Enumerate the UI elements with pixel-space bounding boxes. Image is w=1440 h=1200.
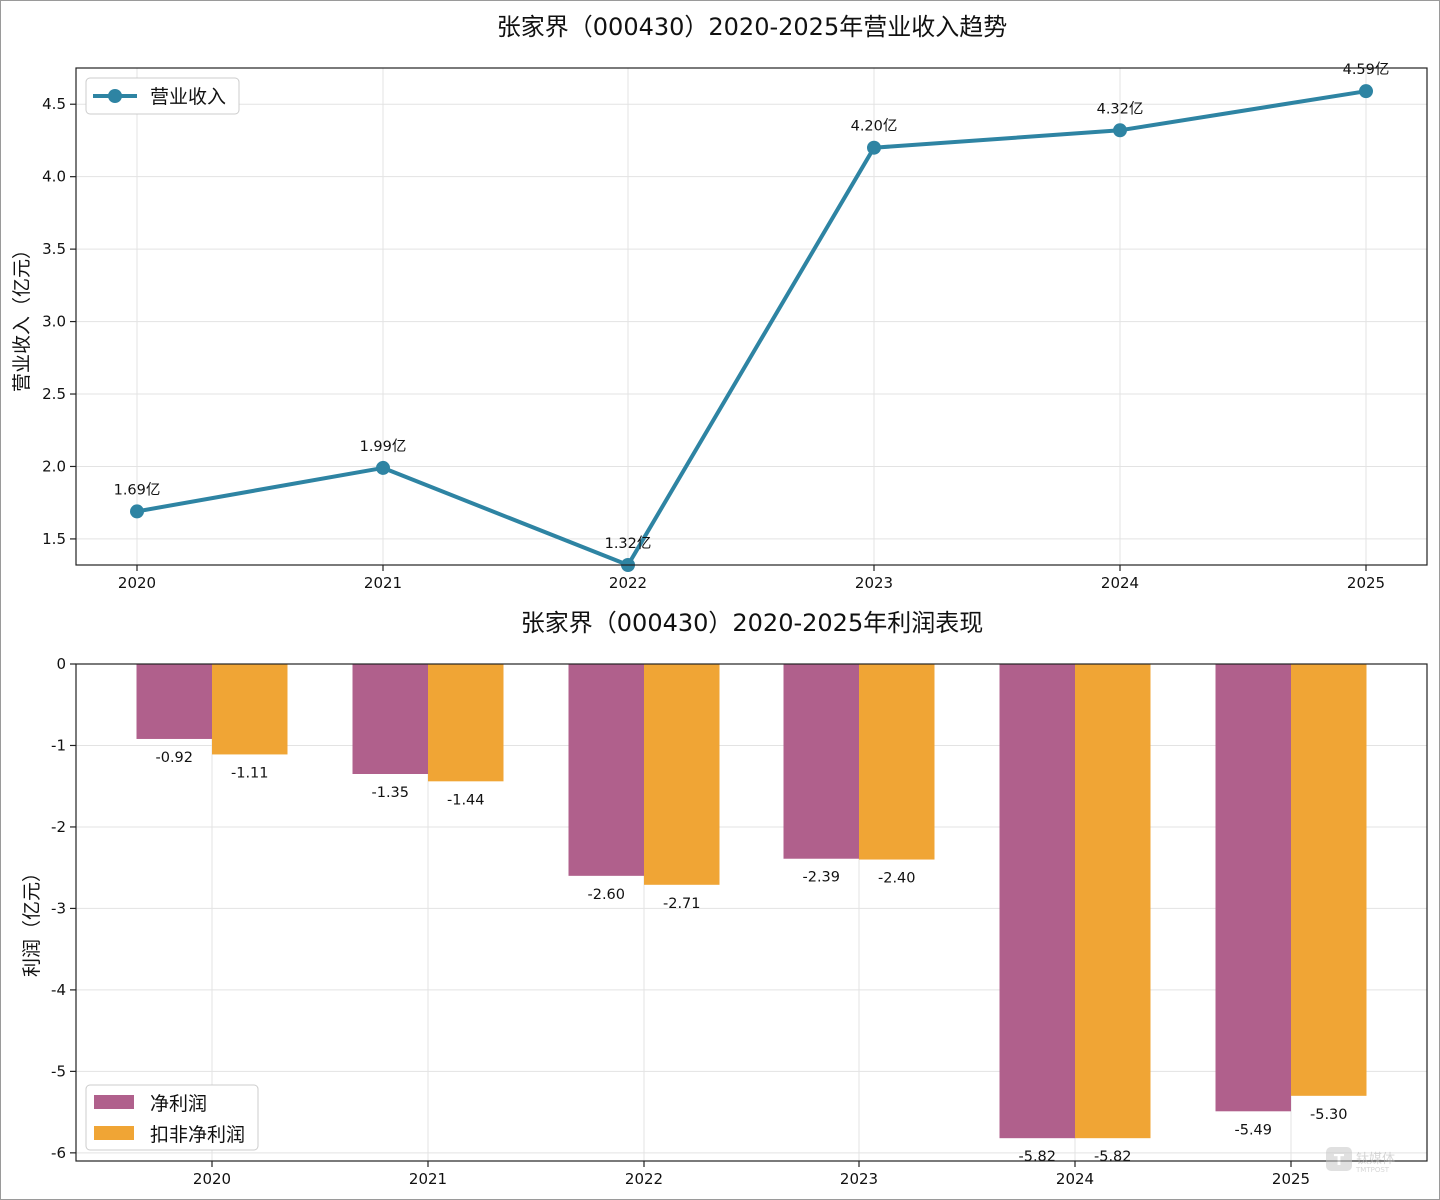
profit-data-label-net: -2.39 [802,870,840,886]
profit-x-tick-label: 2022 [625,1170,663,1188]
profit-y-tick-label: -4 [51,981,66,999]
profit-chart: 张家界（000430）2020-2025年利润表现 0-1-2-3-4-5-6 … [21,609,1428,1188]
revenue-y-tick-label: 2.0 [42,457,66,475]
profit-y-axis-label: 利润（亿元） [21,863,43,977]
watermark-text: 钛媒体 [1356,1152,1395,1167]
profit-bar-deducted [428,664,504,782]
profit-bar-net [783,664,859,859]
revenue-data-label: 4.32亿 [1097,100,1144,117]
profit-data-label-net: -5.49 [1234,1122,1272,1138]
revenue-data-point [867,140,881,155]
revenue-data-point [130,504,144,519]
revenue-series-line [136,89,1367,567]
revenue-y-tick-label: 1.5 [42,530,66,548]
watermark-logo-glyph: T [1334,1151,1345,1169]
profit-y-tick-label: -2 [51,818,66,836]
profit-data-label-deducted: -2.71 [663,896,701,912]
profit-x-tick-label: 2024 [1056,1170,1094,1188]
revenue-plot-area: 1.69亿 1.99亿 1.32亿 4.20亿 4.32亿 4.59亿 [114,61,1390,572]
profit-plot-area: -0.92 -1.35 -2.60 -2.39 -5.82 -5.49 -1.11 -1.44… [136,664,1367,1165]
profit-bar-deducted [859,664,935,860]
profit-bar-deducted [644,664,720,885]
profit-bar-net [352,664,428,774]
revenue-data-label: 4.20亿 [851,118,898,135]
profit-x-tick-label: 2021 [409,1170,447,1188]
profit-legend-label-net: 净利润 [150,1093,207,1115]
revenue-y-tick-label: 2.5 [42,385,66,403]
profit-chart-title: 张家界（000430）2020-2025年利润表现 [521,609,983,637]
profit-y-tick-label: -3 [51,899,66,917]
profit-y-tick-label: -5 [51,1062,66,1080]
revenue-x-tick-label: 2024 [1101,574,1139,592]
watermark-logo-icon [1326,1147,1352,1171]
revenue-y-tick-label: 3.0 [42,313,66,331]
revenue-data-point [1359,84,1373,99]
revenue-x-tick-label: 2020 [118,574,156,592]
revenue-axes-frame [75,67,1428,566]
profit-bar-net [136,664,212,739]
watermark-subtext: TMTPOST [1355,1166,1390,1174]
revenue-y-axis-label: 营业收入（亿元） [11,240,33,392]
revenue-data-label: 1.99亿 [360,438,407,455]
profit-data-label-deducted: -5.30 [1310,1107,1348,1123]
profit-x-tick-label: 2025 [1272,1170,1310,1188]
revenue-data-point [376,460,390,475]
profit-legend-label-deducted: 扣非净利润 [150,1124,245,1146]
profit-data-label-net: -5.82 [1018,1149,1056,1165]
profit-bar-net [999,664,1075,1139]
profit-legend-swatch-net [94,1095,134,1109]
revenue-y-tick-label: 3.5 [42,240,66,258]
profit-data-label-net: -1.35 [371,785,409,801]
profit-data-label-net: -0.92 [155,750,193,766]
revenue-data-point [1113,123,1127,138]
revenue-data-label: 4.59亿 [1343,61,1390,78]
watermark: T 钛媒体 TMTPOST [1326,1147,1395,1174]
revenue-grid [76,68,1427,565]
profit-x-axis: 2020 2021 2022 2023 2024 2025 [193,1161,1310,1188]
revenue-chart-title: 张家界（000430）2020-2025年营业收入趋势 [497,13,1007,41]
profit-axes-frame [75,663,1428,1162]
revenue-x-tick-label: 2022 [609,574,647,592]
profit-y-tick-label: 0 [56,655,66,673]
profit-bar-net [1215,664,1291,1112]
revenue-chart: 张家界（000430）2020-2025年营业收入趋势 1.5 2.0 2.5 3.0… [11,13,1428,592]
profit-y-axis: 0 -1 -2 -3 -4 -5 -6 [51,655,76,1162]
revenue-x-tick-label: 2021 [364,574,402,592]
revenue-y-tick-label: 4.0 [42,168,66,186]
profit-data-label-net: -2.60 [587,887,625,903]
revenue-x-tick-label: 2025 [1347,574,1385,592]
profit-bar-net [568,664,644,876]
revenue-legend: 营业收入 [85,77,240,115]
revenue-legend-label: 营业收入 [150,86,226,108]
profit-legend-swatch-deducted [94,1126,134,1140]
revenue-x-tick-label: 2023 [855,574,893,592]
profit-x-tick-label: 2023 [840,1170,878,1188]
profit-y-tick-label: -6 [51,1144,66,1162]
revenue-legend-box [85,77,240,115]
profit-bar-deducted [1075,664,1151,1139]
profit-data-label-deducted: -1.11 [231,765,269,781]
profit-bar-deducted [212,664,288,755]
revenue-y-axis: 1.5 2.0 2.5 3.0 3.5 4.0 4.5 [42,95,76,548]
revenue-y-tick-label: 4.5 [42,95,66,113]
profit-y-tick-label: -1 [51,736,66,754]
profit-bar-deducted [1291,664,1367,1096]
profit-data-label-deducted: -2.40 [878,871,916,887]
revenue-data-label: 1.32亿 [605,535,652,552]
revenue-data-label: 1.69亿 [114,481,161,498]
profit-data-label-deducted: -5.82 [1094,1149,1132,1165]
revenue-x-axis: 2020 2021 2022 2023 2024 2025 [118,565,1385,592]
profit-data-label-deducted: -1.44 [447,792,485,808]
revenue-legend-marker [108,89,122,103]
profit-legend: 净利润 扣非净利润 [85,1084,259,1151]
profit-x-tick-label: 2020 [193,1170,231,1188]
